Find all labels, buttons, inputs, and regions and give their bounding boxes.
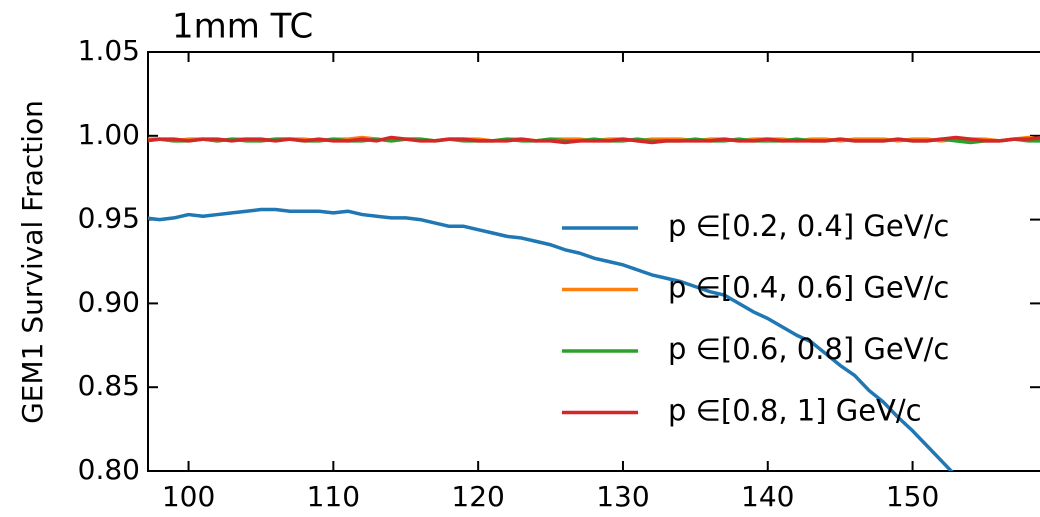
y-tick-label: 0.90 xyxy=(78,285,140,318)
x-tick-label: 110 xyxy=(307,480,360,513)
y-tick-label: 0.85 xyxy=(78,369,140,402)
plot-area xyxy=(148,135,1040,471)
x-tick-label: 100 xyxy=(162,480,215,513)
y-tick-label: 0.80 xyxy=(78,453,140,486)
chart-title: 1mm TC xyxy=(172,7,313,47)
x-tick-label: 140 xyxy=(741,480,794,513)
y-axis-label: GEM1 Survival Fraction xyxy=(16,100,49,424)
y-tick-label: 1.00 xyxy=(78,118,140,151)
legend-label: p ∈[0.8, 1] GeV/c xyxy=(668,394,922,428)
y-tick-label: 1.05 xyxy=(78,34,140,67)
x-tick-label: 150 xyxy=(886,480,939,513)
x-tick-label: 120 xyxy=(451,480,504,513)
plot-frame xyxy=(147,51,1040,472)
y-tick-label: 0.95 xyxy=(78,202,140,235)
series-line xyxy=(148,135,1040,145)
legend-label: p ∈[0.4, 0.6] GeV/c xyxy=(668,271,949,305)
series-line xyxy=(148,207,954,471)
legend-label: p ∈[0.6, 0.8] GeV/c xyxy=(668,332,949,366)
legend-label: p ∈[0.2, 0.4] GeV/c xyxy=(668,209,949,243)
x-tick-label: 130 xyxy=(596,480,649,513)
